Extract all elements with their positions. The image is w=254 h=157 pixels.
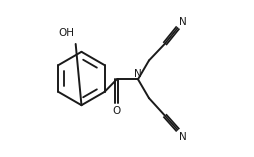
Text: O: O [113, 106, 121, 116]
Text: N: N [134, 69, 142, 79]
Text: N: N [179, 132, 187, 142]
Text: OH: OH [59, 28, 75, 38]
Text: N: N [179, 17, 187, 27]
